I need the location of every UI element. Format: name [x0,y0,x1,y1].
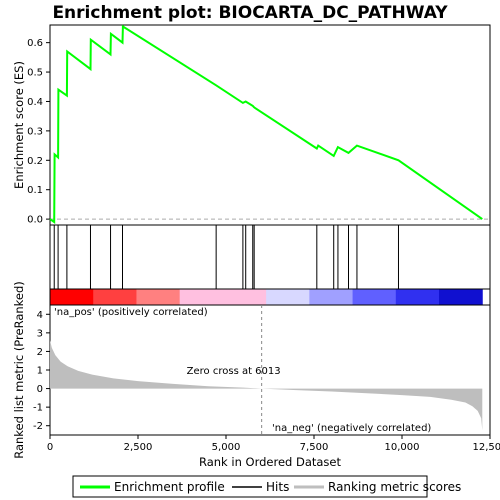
x-tick-label: 5,000 [212,442,241,453]
zero-cross-label: Zero cross at 6013 [187,366,281,377]
es-tick-label: 0.1 [27,185,43,196]
x-tick-label: 10,000 [385,442,420,453]
rank-heatmap [49,288,491,306]
heatmap-segment [136,289,181,305]
heatmap-segment [352,289,397,305]
metric-tick-label: 0 [37,384,43,395]
x-axis-label: Rank in Ordered Dataset [199,455,342,469]
metric-tick-label: 1 [37,366,43,377]
es-tick-label: 0.5 [27,68,43,79]
legend: Enrichment profile Hits Ranking metric s… [72,475,461,498]
es-panel-frame [49,24,491,226]
metric-axis-label: Ranked list metric (PreRanked) [12,281,26,459]
heatmap-segment [439,289,483,305]
x-tick-label: 2,500 [124,442,153,453]
es-tick-label: 0.3 [27,126,43,137]
es-tick-label: 0.0 [27,215,43,226]
es-tick-label: 0.4 [27,97,43,108]
enrichment-profile-line [49,24,483,225]
metric-tick-label: 2 [37,347,43,358]
metric-tick-label: 3 [37,328,43,339]
x-tick-label: 7,500 [300,442,329,453]
es-axis-label: Enrichment score (ES) [12,61,26,189]
x-axis: 0 2,500 5,000 7,500 10,000 12,500 [47,435,500,453]
x-tick-label: 12,500 [473,442,500,453]
heatmap-segment [222,289,267,305]
legend-enrichment-label: Enrichment profile [114,480,225,494]
ranking-metric-area [50,340,483,431]
chart-title: Enrichment plot: BIOCARTA_DC_PATHWAY [52,3,448,23]
positive-correlation-label: 'na_pos' (positively correlated) [54,307,208,318]
metric-tick-label: 4 [37,310,43,321]
hits-panel-frame [49,224,491,290]
es-tick-label: 0.2 [27,156,43,167]
heatmap-segment [309,289,354,305]
heatmap-segment [395,289,440,305]
legend-metric-label: Ranking metric scores [328,480,461,494]
x-tick-label: 0 [47,442,53,453]
heatmap-segment [179,289,224,305]
es-tick-label: 0.6 [27,38,43,49]
hits-panel [49,224,491,290]
heatmap-segment [50,289,94,305]
metric-tick-label: -2 [33,421,43,432]
heatmap-segment [93,289,137,305]
es-panel: 0.0 0.1 0.2 0.3 0.4 0.5 0.6 Enrichment score (… [12,24,491,226]
metric-panel: -2 -1 0 1 2 3 4 Zero cross at 6013 'na_pos' (p… [12,281,491,459]
heatmap-segment [266,289,310,305]
negative-correlation-label: 'na_neg' (negatively correlated) [272,423,431,434]
legend-hits-label: Hits [266,480,289,494]
metric-tick-label: -1 [33,403,43,414]
